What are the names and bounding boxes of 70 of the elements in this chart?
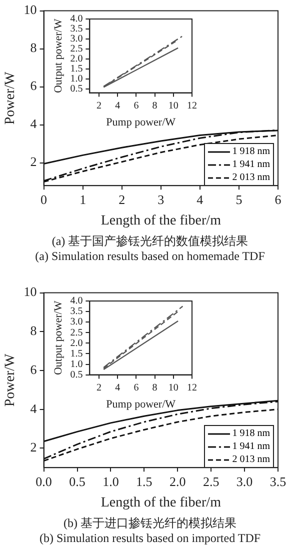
text: (a) 基于国产掺铥光纤的数值模拟结果: [50, 234, 250, 249]
y-tick-label: 8: [30, 323, 37, 338]
x-tick-label: 3.5: [270, 474, 286, 489]
y-tick-label: 2: [30, 154, 37, 170]
y-tick-label: 3.0: [70, 34, 83, 45]
y-tick-label: 1.0: [70, 73, 83, 84]
y-tick-label: 3.5: [70, 306, 83, 318]
y-axis-title: Output power/W: [52, 18, 64, 94]
y-axis-title: Power/W: [3, 352, 18, 407]
y-axis-title: Power/W: [3, 70, 18, 125]
x-axis-title: Pump power/W: [106, 398, 176, 410]
legend-label: 1 918 nm: [232, 145, 270, 158]
x-tick-label: 2: [96, 382, 102, 394]
x-axis-title: Length of the fiber/m: [100, 495, 222, 510]
x-tick-label: 6: [134, 382, 139, 394]
y-tick-label: 4.0: [70, 296, 83, 307]
y-tick-label: 3.5: [70, 24, 83, 35]
x-tick-label: 0: [40, 192, 48, 207]
y-tick-label: 1.5: [70, 348, 83, 360]
y-tick-label: 3.0: [70, 316, 83, 328]
x-tick-label: 10: [168, 382, 178, 394]
legend-label: 1 941 nm: [232, 440, 270, 453]
y-tick-label: 2: [30, 440, 37, 455]
y-tick-label: 2.0: [70, 338, 83, 349]
x-tick-label: 2.5: [202, 474, 220, 489]
x-tick-label: 1: [80, 192, 86, 207]
y-tick-label: 6: [30, 78, 38, 94]
x-tick-label: 6: [134, 100, 139, 112]
y-tick-label: 2.5: [70, 44, 83, 55]
y-tick-label: 10: [24, 284, 37, 300]
legend-label: 1 918 nm: [232, 427, 270, 440]
x-tick-label: 4: [115, 100, 120, 112]
text: (a) Simulation results based on homemade TDF: [34, 249, 266, 264]
x-tick-label: 4: [196, 192, 204, 207]
y-tick-label: 4: [30, 116, 38, 132]
y-tick-label: 0.5: [70, 83, 83, 94]
y-tick-label: 2.0: [70, 54, 83, 65]
y-tick-label: 10: [24, 2, 37, 18]
text: (b) Simulation results based on imported TDF: [38, 531, 262, 546]
x-tick-label: 4: [115, 382, 120, 394]
x-tick-label: 1.5: [136, 474, 152, 489]
x-tick-label: 2: [118, 192, 126, 207]
legend-label: 1 941 nm: [232, 158, 270, 171]
x-tick-label: 2: [96, 100, 102, 112]
x-tick-label: 12: [187, 382, 197, 394]
x-tick-label: 6: [274, 192, 282, 207]
y-tick-label: 6: [30, 362, 38, 377]
y-tick-label: 4.0: [70, 14, 83, 25]
x-axis-title: Pump power/W: [106, 116, 176, 128]
x-tick-label: 3.0: [236, 474, 253, 489]
x-tick-label: 8: [152, 100, 158, 112]
y-tick-label: 2.5: [70, 327, 83, 338]
text: (b) 基于进口掺铥光纤的模拟结果: [62, 516, 238, 531]
x-tick-label: 8: [152, 382, 158, 394]
legend-label: 2 013 nm: [232, 171, 270, 184]
x-tick-label: 2.0: [170, 474, 186, 489]
y-tick-label: 0.5: [70, 369, 83, 380]
x-axis-title: Length of the fiber/m: [100, 213, 222, 228]
x-tick-label: 12: [187, 100, 197, 112]
x-tick-label: 5: [236, 192, 242, 207]
x-tick-label: 10: [168, 100, 178, 112]
legend-label: 2 013 nm: [232, 453, 270, 466]
y-axis-title: Output power/W: [52, 300, 64, 376]
y-tick-label: 1.0: [70, 358, 83, 370]
x-tick-label: 0.0: [36, 474, 52, 489]
x-tick-label: 1.0: [102, 474, 119, 489]
x-tick-label: 3: [158, 192, 164, 207]
y-tick-label: 4: [30, 400, 38, 416]
y-tick-label: 1.5: [70, 63, 83, 74]
y-tick-label: 8: [30, 40, 37, 56]
